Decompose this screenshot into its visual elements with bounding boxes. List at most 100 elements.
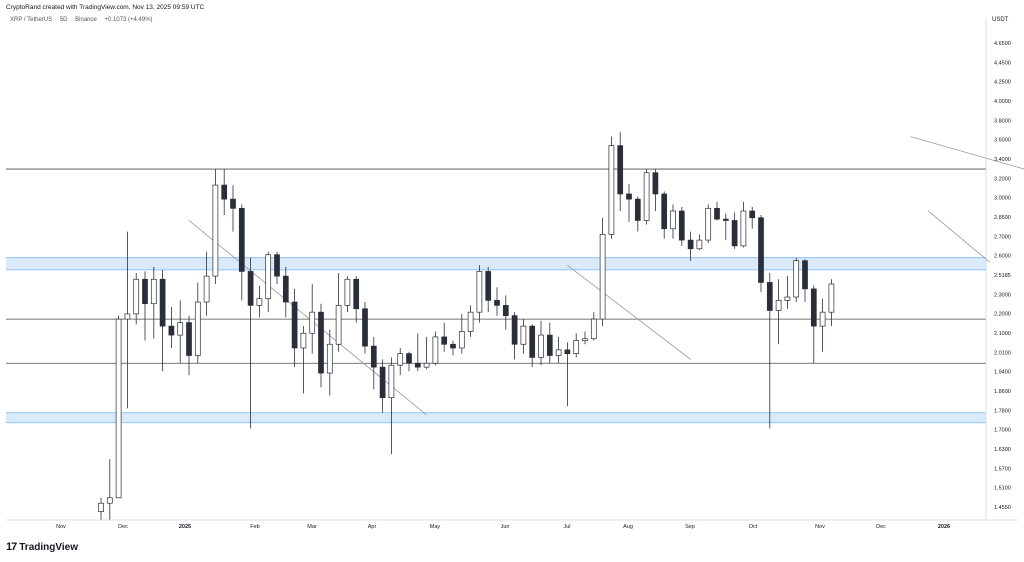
tradingview-logo-text: TradingView — [19, 541, 78, 553]
axes — [6, 18, 1018, 521]
candle-body-15 — [230, 198, 236, 209]
y-tick-label: 3.2000 — [994, 176, 1011, 182]
candle-body-34 — [397, 353, 404, 366]
candle-body-71 — [722, 218, 729, 221]
candle-body-64 — [661, 193, 668, 230]
candle-body-4 — [133, 278, 140, 315]
candle-body-45 — [494, 300, 500, 306]
candle-body-16 — [238, 207, 245, 272]
candle-body-70 — [714, 207, 720, 220]
y-tick-label: 2.0100 — [994, 350, 1011, 356]
currency-label[interactable]: USDT — [992, 17, 1009, 23]
candle-body-33 — [388, 364, 395, 399]
candle-body-42 — [467, 311, 474, 332]
price-change: +0.1073 (+4.49%) — [104, 17, 153, 23]
candles — [98, 132, 835, 520]
candle-body-52 — [555, 349, 562, 356]
zone-1 — [6, 412, 986, 423]
candle-body-0 — [98, 502, 104, 512]
candle-body-68 — [696, 239, 703, 250]
candle-body-12 — [203, 275, 210, 303]
zone-0 — [6, 257, 986, 270]
x-tick-label: Feb — [250, 524, 259, 530]
candle-body-3 — [124, 313, 131, 320]
symbol-name[interactable]: XRP / TetherUS — [10, 17, 53, 23]
candle-body-19 — [265, 254, 272, 300]
y-tick-label: 2.7000 — [994, 234, 1011, 240]
candle-body-59 — [617, 145, 624, 195]
x-tick-label: 2025 — [179, 524, 191, 530]
x-tick-label: Jul — [563, 524, 570, 530]
candle-body-40 — [450, 343, 456, 349]
candle-body-56 — [590, 318, 597, 340]
price-tag-bg — [988, 271, 1018, 279]
candle-body-65 — [670, 210, 676, 230]
candle-body-43 — [476, 271, 483, 313]
candle-body-57 — [599, 234, 606, 320]
candle-body-58 — [608, 145, 615, 235]
candle-body-31 — [370, 345, 377, 368]
trendline-1 — [567, 264, 691, 360]
candle-body-62 — [643, 172, 650, 221]
x-tick-label: Dec — [876, 524, 886, 530]
candle-body-37 — [423, 362, 430, 368]
candle-body-10 — [186, 322, 192, 356]
last-price-tag: 2.5185 — [988, 271, 1018, 279]
candle-body-28 — [344, 278, 351, 306]
candle-body-30 — [362, 308, 368, 347]
y-tick-label: 1.4550 — [994, 505, 1011, 511]
y-tick-label: 1.7000 — [994, 428, 1011, 434]
candle-body-83 — [828, 283, 835, 313]
x-tick-label: Jun — [501, 524, 510, 530]
candle-body-20 — [274, 254, 280, 277]
candle-body-63 — [652, 172, 659, 195]
candle-body-11 — [194, 301, 201, 356]
watermark-text: CryptoRand created with TradingView.com,… — [6, 4, 205, 11]
candle-body-6 — [150, 278, 157, 305]
x-tick-label: 2026 — [938, 524, 950, 530]
candle-body-14 — [221, 184, 228, 200]
candle-body-1 — [106, 497, 113, 504]
trendlines — [188, 136, 1024, 416]
y-tick-label: 3.6000 — [994, 138, 1011, 144]
candle-body-2 — [115, 318, 122, 499]
y-tick-label: 2.2000 — [994, 312, 1011, 318]
y-tick-label: 1.7800 — [994, 408, 1011, 414]
y-tick-label: 4.0000 — [994, 99, 1011, 105]
candle-body-74 — [749, 210, 756, 219]
candle-body-18 — [256, 298, 263, 306]
candle-body-49 — [529, 325, 536, 358]
symbol-legend: XRP / TetherUS 5D Binance +0.1073 (+4.49… — [10, 17, 159, 23]
candle-body-22 — [291, 301, 298, 349]
interval-label[interactable]: 5D — [59, 17, 68, 23]
candle-body-67 — [687, 239, 694, 250]
candle-body-61 — [634, 198, 641, 221]
candle-body-53 — [564, 349, 571, 354]
y-tick-label: 2.6000 — [994, 254, 1011, 260]
y-tick-label: 4.6500 — [994, 41, 1011, 47]
y-tick-label: 2.8500 — [994, 215, 1011, 221]
y-tick-label: 1.5100 — [994, 486, 1011, 492]
candle-body-27 — [335, 305, 342, 345]
candle-body-36 — [414, 362, 421, 368]
candle-body-44 — [485, 271, 492, 301]
tradingview-logo[interactable]: 17 TradingView — [6, 541, 78, 553]
y-tick-label: 3.8000 — [994, 118, 1011, 124]
candle-body-39 — [441, 336, 448, 345]
candle-body-79 — [793, 260, 800, 298]
y-tick-label: 2.3000 — [994, 292, 1011, 298]
x-tick-label: Sep — [685, 524, 695, 530]
candle-body-50 — [538, 334, 544, 358]
candle-body-48 — [520, 325, 527, 345]
y-tick-label: 2.1000 — [994, 331, 1011, 337]
trendline-3 — [927, 210, 991, 263]
candle-body-8 — [168, 325, 175, 336]
x-tick-label: Apr — [368, 524, 377, 530]
candle-body-54 — [573, 340, 580, 354]
candle-body-5 — [142, 278, 148, 305]
y-tick-label: 4.4500 — [994, 60, 1011, 66]
candle-body-38 — [432, 336, 439, 364]
x-tick-label: Dec — [118, 524, 128, 530]
candle-body-7 — [159, 278, 166, 327]
